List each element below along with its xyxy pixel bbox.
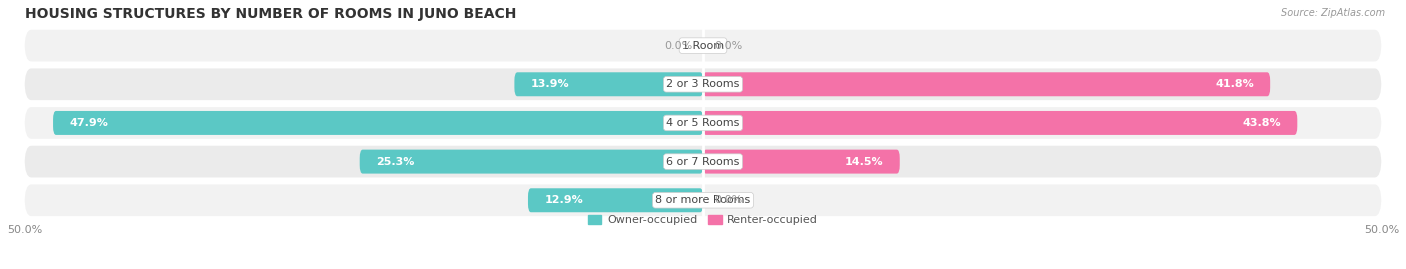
Text: 43.8%: 43.8% <box>1243 118 1281 128</box>
FancyBboxPatch shape <box>53 111 703 135</box>
FancyBboxPatch shape <box>703 150 900 174</box>
Text: 1 Room: 1 Room <box>682 41 724 51</box>
Text: 6 or 7 Rooms: 6 or 7 Rooms <box>666 157 740 167</box>
Text: 14.5%: 14.5% <box>845 157 883 167</box>
Text: 2 or 3 Rooms: 2 or 3 Rooms <box>666 79 740 89</box>
Text: 41.8%: 41.8% <box>1215 79 1254 89</box>
FancyBboxPatch shape <box>24 30 1382 61</box>
FancyBboxPatch shape <box>515 72 703 96</box>
Text: 0.0%: 0.0% <box>714 41 742 51</box>
Legend: Owner-occupied, Renter-occupied: Owner-occupied, Renter-occupied <box>583 210 823 229</box>
FancyBboxPatch shape <box>529 188 703 212</box>
FancyBboxPatch shape <box>24 185 1382 216</box>
FancyBboxPatch shape <box>24 68 1382 100</box>
Text: Source: ZipAtlas.com: Source: ZipAtlas.com <box>1281 8 1385 18</box>
FancyBboxPatch shape <box>24 146 1382 178</box>
Text: 13.9%: 13.9% <box>530 79 569 89</box>
Text: HOUSING STRUCTURES BY NUMBER OF ROOMS IN JUNO BEACH: HOUSING STRUCTURES BY NUMBER OF ROOMS IN… <box>24 7 516 21</box>
Text: 12.9%: 12.9% <box>544 195 583 205</box>
Text: 47.9%: 47.9% <box>69 118 108 128</box>
Text: 4 or 5 Rooms: 4 or 5 Rooms <box>666 118 740 128</box>
Text: 8 or more Rooms: 8 or more Rooms <box>655 195 751 205</box>
Text: 0.0%: 0.0% <box>664 41 692 51</box>
Text: 0.0%: 0.0% <box>714 195 742 205</box>
Text: 25.3%: 25.3% <box>375 157 415 167</box>
FancyBboxPatch shape <box>703 72 1270 96</box>
FancyBboxPatch shape <box>360 150 703 174</box>
FancyBboxPatch shape <box>703 111 1298 135</box>
FancyBboxPatch shape <box>24 107 1382 139</box>
